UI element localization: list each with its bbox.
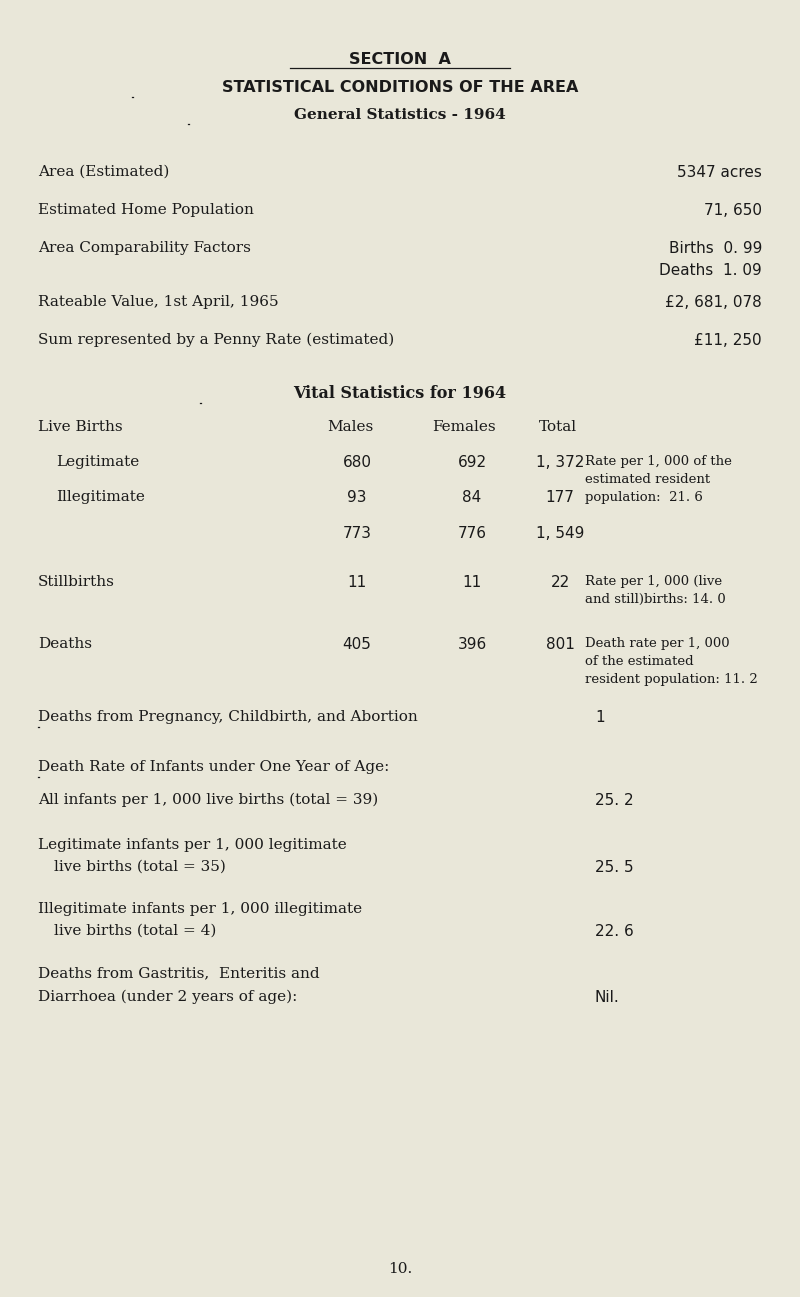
Text: Illegitimate: Illegitimate (56, 490, 145, 505)
Text: 692: 692 (458, 455, 486, 470)
Text: £11, 250: £11, 250 (694, 333, 762, 348)
Text: 22: 22 (550, 575, 570, 590)
Text: Illegitimate infants per 1, 000 illegitimate: Illegitimate infants per 1, 000 illegiti… (38, 901, 362, 916)
Text: 93: 93 (347, 490, 366, 505)
Text: 5347 acres: 5347 acres (677, 165, 762, 180)
Text: 1, 372: 1, 372 (536, 455, 584, 470)
Text: live births (total = 35): live births (total = 35) (54, 860, 226, 874)
Text: 22. 6: 22. 6 (595, 923, 634, 939)
Text: 773: 773 (342, 527, 371, 541)
Text: 11: 11 (347, 575, 366, 590)
Text: 10.: 10. (388, 1262, 412, 1276)
Text: Females: Females (432, 420, 496, 434)
Text: 1, 549: 1, 549 (536, 527, 584, 541)
Text: Deaths  1. 09: Deaths 1. 09 (659, 263, 762, 278)
Text: Area Comparability Factors: Area Comparability Factors (38, 241, 251, 256)
Text: Deaths from Pregnancy, Childbirth, and Abortion: Deaths from Pregnancy, Childbirth, and A… (38, 709, 418, 724)
Text: Legitimate: Legitimate (56, 455, 139, 470)
Text: Total: Total (539, 420, 577, 434)
Text: STATISTICAL CONDITIONS OF THE AREA: STATISTICAL CONDITIONS OF THE AREA (222, 80, 578, 95)
Text: Births  0. 99: Births 0. 99 (669, 241, 762, 256)
Text: Diarrhoea (under 2 years of age):: Diarrhoea (under 2 years of age): (38, 990, 298, 1004)
Text: General Statistics - 1964: General Statistics - 1964 (294, 108, 506, 122)
Text: Rateable Value, 1st April, 1965: Rateable Value, 1st April, 1965 (38, 294, 278, 309)
Text: 1: 1 (595, 709, 605, 725)
Text: Sum represented by a Penny Rate (estimated): Sum represented by a Penny Rate (estimat… (38, 333, 394, 348)
Text: Nil.: Nil. (595, 990, 620, 1005)
Text: Estimated Home Population: Estimated Home Population (38, 204, 254, 217)
Text: 801: 801 (546, 637, 574, 652)
Text: 680: 680 (342, 455, 371, 470)
Text: Rate per 1, 000 of the
estimated resident
population:  21. 6: Rate per 1, 000 of the estimated residen… (585, 455, 732, 505)
Text: 25. 5: 25. 5 (595, 860, 634, 875)
Text: Legitimate infants per 1, 000 legitimate: Legitimate infants per 1, 000 legitimate (38, 838, 346, 852)
Text: £2, 681, 078: £2, 681, 078 (666, 294, 762, 310)
Text: Deaths from Gastritis,  Enteritis and: Deaths from Gastritis, Enteritis and (38, 966, 320, 981)
Text: Deaths: Deaths (38, 637, 92, 651)
Text: Stillbirths: Stillbirths (38, 575, 115, 589)
Text: 405: 405 (342, 637, 371, 652)
Text: 396: 396 (458, 637, 486, 652)
Text: 11: 11 (462, 575, 482, 590)
Text: 84: 84 (462, 490, 482, 505)
Text: Live Births: Live Births (38, 420, 122, 434)
Text: 177: 177 (546, 490, 574, 505)
Text: SECTION  A: SECTION A (349, 52, 451, 67)
Text: 25. 2: 25. 2 (595, 792, 634, 808)
Text: Vital Statistics for 1964: Vital Statistics for 1964 (294, 385, 506, 402)
Text: Death Rate of Infants under One Year of Age:: Death Rate of Infants under One Year of … (38, 760, 390, 774)
Text: Males: Males (327, 420, 373, 434)
Text: 71, 650: 71, 650 (704, 204, 762, 218)
Text: live births (total = 4): live births (total = 4) (54, 923, 216, 938)
Text: Rate per 1, 000 (live
and still)births: 14. 0: Rate per 1, 000 (live and still)births: … (585, 575, 726, 606)
Text: Death rate per 1, 000
of the estimated
resident population: 11. 2: Death rate per 1, 000 of the estimated r… (585, 637, 758, 686)
Text: 776: 776 (458, 527, 486, 541)
Text: Area (Estimated): Area (Estimated) (38, 165, 170, 179)
Text: All infants per 1, 000 live births (total = 39): All infants per 1, 000 live births (tota… (38, 792, 378, 808)
